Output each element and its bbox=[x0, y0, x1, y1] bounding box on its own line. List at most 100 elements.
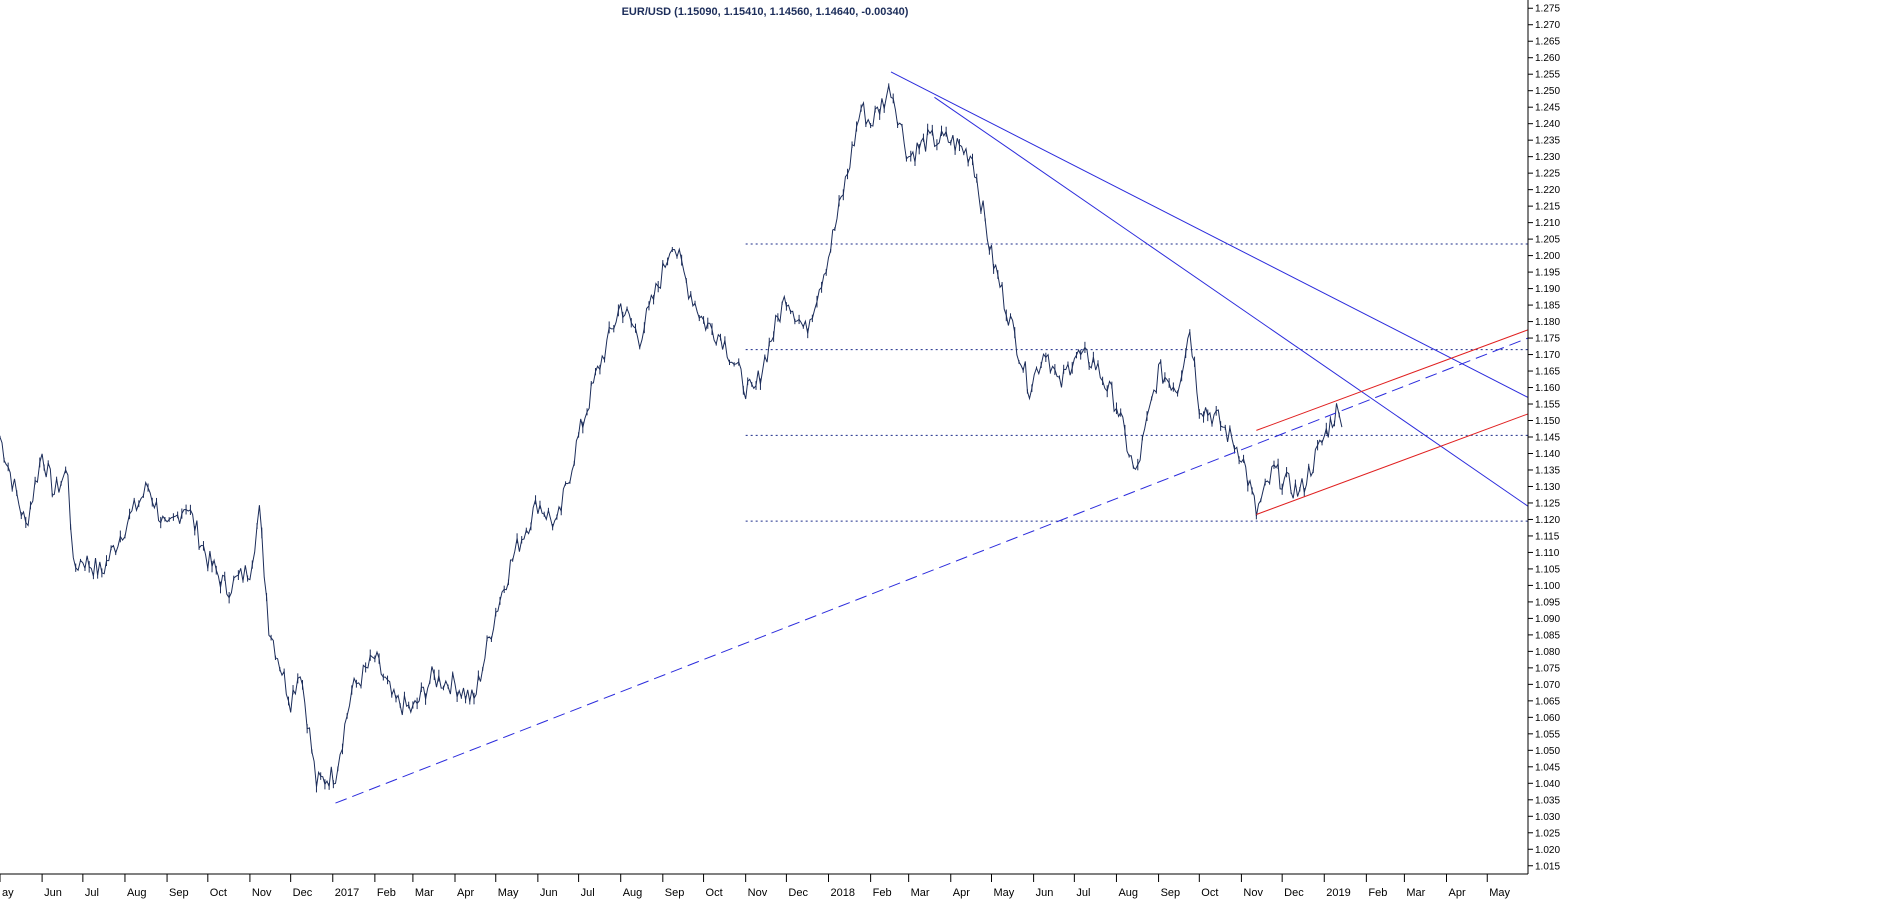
y-tick-label: 1.095 bbox=[1535, 597, 1560, 608]
price-series bbox=[0, 83, 1343, 793]
x-tick-label: Feb bbox=[1368, 887, 1387, 899]
x-tick-label: Aug bbox=[1118, 887, 1138, 899]
y-tick-label: 1.180 bbox=[1535, 317, 1560, 328]
x-tick-label: May bbox=[1489, 887, 1510, 899]
trendline bbox=[890, 71, 1529, 398]
y-tick-label: 1.190 bbox=[1535, 284, 1560, 295]
y-tick-label: 1.255 bbox=[1535, 70, 1560, 81]
y-tick-label: 1.130 bbox=[1535, 482, 1560, 493]
y-tick-label: 1.195 bbox=[1535, 268, 1560, 279]
x-tick-label: Feb bbox=[377, 887, 396, 899]
y-tick-label: 1.020 bbox=[1535, 845, 1560, 856]
y-tick-label: 1.050 bbox=[1535, 746, 1560, 757]
x-tick-label: Sep bbox=[665, 887, 685, 899]
x-tick-label: Dec bbox=[788, 887, 808, 899]
x-axis-ticks: ay Jun Jul Aug Sep Oct Nov Dec 2017 Feb Mar Apr May J… bbox=[0, 874, 1511, 899]
x-tick-label: Aug bbox=[623, 887, 643, 899]
x-tick-label: Mar bbox=[911, 887, 930, 899]
x-tick-label: Apr bbox=[953, 887, 970, 899]
y-tick-label: 1.055 bbox=[1535, 729, 1560, 740]
y-tick-label: 1.105 bbox=[1535, 564, 1560, 575]
x-tick-label: Nov bbox=[1243, 887, 1263, 899]
y-tick-label: 1.205 bbox=[1535, 235, 1560, 246]
x-tick-label: Aug bbox=[127, 887, 147, 899]
x-tick-label: Jun bbox=[44, 887, 62, 899]
y-tick-label: 1.085 bbox=[1535, 630, 1560, 641]
x-tick-label: Sep bbox=[1161, 887, 1181, 899]
y-tick-label: 1.265 bbox=[1535, 37, 1560, 48]
y-tick-label: 1.260 bbox=[1535, 53, 1560, 64]
y-tick-label: 1.035 bbox=[1535, 795, 1560, 806]
y-tick-label: 1.215 bbox=[1535, 202, 1560, 213]
y-tick-label: 1.155 bbox=[1535, 400, 1560, 411]
y-tick-label: 1.070 bbox=[1535, 680, 1560, 691]
y-tick-label: 1.185 bbox=[1535, 301, 1560, 312]
y-tick-label: 1.270 bbox=[1535, 20, 1560, 31]
x-tick-label: Jul bbox=[581, 887, 595, 899]
x-tick-label: Oct bbox=[706, 887, 723, 899]
chart-title: EUR/USD (1.15090, 1.15410, 1.14560, 1.14… bbox=[622, 6, 909, 18]
y-tick-label: 1.140 bbox=[1535, 449, 1560, 460]
channel-line bbox=[1256, 413, 1529, 515]
x-tick-label: Jun bbox=[1036, 887, 1054, 899]
y-tick-label: 1.170 bbox=[1535, 350, 1560, 361]
x-tick-label: 2018 bbox=[831, 887, 855, 899]
y-tick-label: 1.030 bbox=[1535, 812, 1560, 823]
y-tick-label: 1.165 bbox=[1535, 367, 1560, 378]
y-tick-label: 1.075 bbox=[1535, 663, 1560, 674]
y-tick-label: 1.115 bbox=[1535, 531, 1560, 542]
y-tick-label: 1.045 bbox=[1535, 762, 1560, 773]
y-tick-label: 1.060 bbox=[1535, 713, 1560, 724]
y-tick-label: 1.125 bbox=[1535, 498, 1560, 509]
x-tick-label: Nov bbox=[748, 887, 768, 899]
channel-line bbox=[1256, 329, 1529, 431]
x-tick-label: Jul bbox=[85, 887, 99, 899]
y-tick-label: 1.100 bbox=[1535, 581, 1560, 592]
x-tick-label: Nov bbox=[252, 887, 272, 899]
y-tick-label: 1.275 bbox=[1535, 4, 1560, 15]
x-tick-label: 2017 bbox=[335, 887, 359, 899]
y-tick-label: 1.250 bbox=[1535, 86, 1560, 97]
x-tick-label: May bbox=[498, 887, 519, 899]
x-tick-label: Feb bbox=[873, 887, 892, 899]
x-tick-label: 2019 bbox=[1326, 887, 1350, 899]
y-tick-label: 1.080 bbox=[1535, 647, 1560, 658]
y-tick-label: 1.220 bbox=[1535, 185, 1560, 196]
y-tick-label: 1.025 bbox=[1535, 828, 1560, 839]
x-tick-label: Oct bbox=[210, 887, 227, 899]
x-tick-label: Mar bbox=[415, 887, 434, 899]
price-line bbox=[0, 85, 1343, 788]
x-tick-label: Apr bbox=[1449, 887, 1466, 899]
x-tick-label: Apr bbox=[457, 887, 474, 899]
x-tick-label: Dec bbox=[293, 887, 313, 899]
trendlines bbox=[335, 71, 1529, 804]
y-axis-ticks: 1.015 1.020 1.025 1.030 1.035 1.040 1.045 1.050… bbox=[1528, 4, 1560, 872]
horizontal-levels bbox=[745, 243, 1528, 522]
y-tick-label: 1.200 bbox=[1535, 251, 1560, 262]
y-tick-label: 1.240 bbox=[1535, 119, 1560, 130]
x-tick-label: Oct bbox=[1201, 887, 1218, 899]
y-tick-label: 1.225 bbox=[1535, 169, 1560, 180]
x-tick-label: Jul bbox=[1076, 887, 1090, 899]
axes bbox=[0, 0, 1529, 875]
y-tick-label: 1.150 bbox=[1535, 416, 1560, 427]
y-tick-label: 1.160 bbox=[1535, 383, 1560, 394]
x-tick-label: May bbox=[994, 887, 1015, 899]
y-tick-label: 1.135 bbox=[1535, 465, 1560, 476]
y-tick-label: 1.120 bbox=[1535, 515, 1560, 526]
x-tick-label: Sep bbox=[169, 887, 189, 899]
y-tick-label: 1.110 bbox=[1535, 548, 1560, 559]
trendline bbox=[934, 96, 1529, 507]
y-tick-label: 1.145 bbox=[1535, 433, 1560, 444]
x-tick-label: ay bbox=[2, 887, 14, 899]
x-tick-label: Jun bbox=[540, 887, 558, 899]
x-tick-label: Mar bbox=[1406, 887, 1425, 899]
trendline bbox=[335, 337, 1529, 804]
y-tick-label: 1.175 bbox=[1535, 334, 1560, 345]
y-tick-label: 1.090 bbox=[1535, 614, 1560, 625]
y-tick-label: 1.245 bbox=[1535, 103, 1560, 114]
x-tick-label: Dec bbox=[1284, 887, 1304, 899]
y-tick-label: 1.230 bbox=[1535, 152, 1560, 163]
